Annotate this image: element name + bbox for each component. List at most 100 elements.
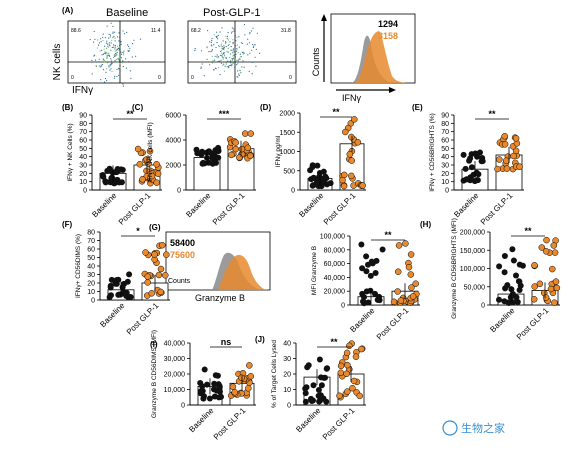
post-data-point (346, 151, 354, 158)
flow-event-dot (239, 53, 241, 55)
flow-event-dot (125, 67, 127, 69)
watermark-text: 生物之家 (461, 421, 505, 435)
flow-event-dot (122, 85, 124, 87)
hist-a-y-label: Counts (311, 47, 321, 76)
panelE-y-tick-label: 10 (441, 179, 449, 186)
baseline-data-point (372, 270, 379, 276)
flow-event-dot (101, 61, 103, 63)
group-label-baseline: Baseline (187, 406, 215, 434)
baseline-data-point (113, 277, 120, 283)
baseline-data-point (109, 174, 115, 181)
panelGb-y-tick-label: 100,000 (320, 234, 345, 241)
flow-event-dot (130, 77, 132, 79)
flow-event-dot (110, 68, 112, 70)
flow-event-dot (232, 62, 234, 64)
panelD-y-tick-label: 500 (283, 168, 295, 175)
flow-event-dot (213, 43, 215, 46)
flow-event-dot (112, 32, 114, 34)
flow-event-dot (230, 53, 232, 55)
panelI-y-tick-label: 0 (181, 403, 185, 410)
flow-event-dot (109, 36, 111, 38)
flow-event-dot (111, 46, 113, 49)
post-data-point (501, 141, 509, 148)
baseline-data-point (510, 257, 517, 264)
flow-event-dot (237, 61, 239, 63)
baseline-data-point (372, 290, 378, 297)
flow-event-dot (217, 56, 220, 58)
flow-event-dot (97, 44, 99, 46)
flow-event-dot (201, 50, 203, 52)
flow-event-dot (211, 50, 213, 52)
flow-event-dot (216, 36, 218, 39)
flow-event-dot (237, 60, 239, 62)
flow-event-dot (131, 43, 134, 45)
flow-event-dot (120, 51, 122, 53)
panelD-letter: (D) (260, 103, 271, 112)
flow-event-dot (222, 48, 224, 50)
baseline-q3: 0 (71, 75, 74, 81)
panelJ-y-tick-label: 30 (283, 356, 291, 363)
flow-event-dot (231, 58, 233, 60)
post-data-point (551, 249, 559, 256)
flow-event-dot (249, 31, 251, 34)
baseline-data-point (379, 246, 386, 253)
flow-event-dot (107, 43, 109, 45)
flow-event-dot (234, 67, 236, 69)
baseline-data-point (126, 271, 133, 278)
flow-event-dot (232, 43, 234, 45)
panelB-y-tick-label: 70 (79, 129, 87, 136)
panelB-y-tick-label: 80 (79, 121, 87, 128)
baseline-data-point (367, 287, 374, 294)
flow-event-dot (238, 46, 240, 48)
flow-event-dot (118, 74, 120, 76)
flow-event-dot (115, 55, 117, 57)
flow-event-dot (246, 43, 248, 45)
flow-event-dot (123, 33, 125, 35)
baseline-data-point (363, 268, 370, 275)
flow-event-dot (113, 35, 115, 38)
flow-event-dot (118, 32, 120, 34)
flow-event-dot (228, 65, 230, 67)
post-data-point (232, 145, 240, 153)
flow-event-dot (120, 53, 123, 55)
flow-event-dot (117, 45, 119, 47)
flow-event-dot (234, 52, 236, 54)
flow-event-dot (108, 52, 110, 54)
flow-event-dot (225, 63, 227, 65)
panelF-sig-label: * (136, 226, 140, 236)
group-label-baseline: Baseline (348, 306, 376, 334)
group-label-post: Post GLP-1 (211, 191, 247, 227)
post-data-point (359, 182, 366, 189)
flow-event-dot (242, 51, 244, 54)
flow-event-dot (106, 25, 108, 27)
flow-event-dot (236, 59, 238, 61)
baseline-data-point (194, 150, 201, 157)
panelF-y-tick-label: 20 (87, 281, 95, 288)
baseline-data-point (302, 390, 309, 397)
post-data-point (531, 262, 538, 269)
post-data-point (348, 133, 355, 141)
post-data-point (342, 128, 349, 136)
post-data-point (245, 385, 252, 392)
panelGb-y-tick-label: 20,000 (324, 289, 346, 296)
baseline-data-point (367, 272, 374, 279)
panelF-letter: (F) (62, 220, 73, 229)
flow-event-dot (254, 56, 256, 58)
flow-event-dot (107, 45, 109, 47)
post-data-point (543, 236, 550, 244)
flow-event-dot (116, 54, 118, 56)
post-data-point (238, 145, 246, 153)
post-data-point (356, 392, 363, 400)
flow-event-dot (234, 43, 237, 45)
flow-event-dot (110, 42, 112, 44)
post-data-point (136, 161, 144, 168)
flow-event-dot (118, 36, 120, 38)
post-q2: 31.8 (281, 28, 291, 34)
flow-event-dot (215, 67, 217, 69)
flow-event-dot (91, 59, 93, 62)
panel-a-baseline-title: Baseline (106, 7, 148, 19)
flow-event-dot (209, 64, 211, 66)
flow-event-dot (111, 70, 113, 72)
baseline-data-point (199, 160, 206, 167)
flow-event-dot (213, 59, 216, 61)
